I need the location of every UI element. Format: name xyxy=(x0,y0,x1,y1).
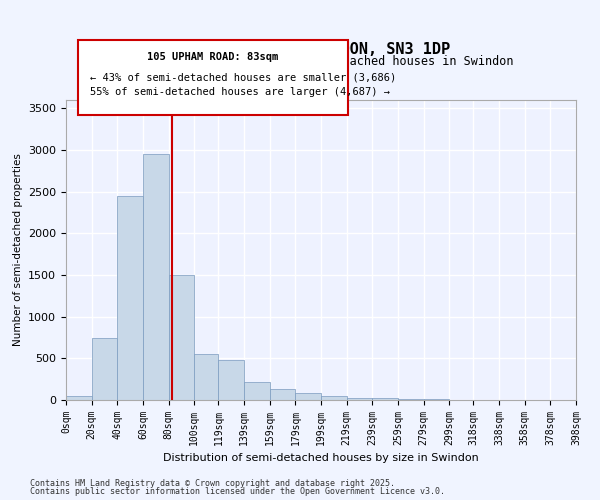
Bar xyxy=(398,399,424,400)
Bar xyxy=(169,275,194,400)
Text: ← 43% of semi-detached houses are smaller (3,686): ← 43% of semi-detached houses are smalle… xyxy=(90,72,396,83)
Bar xyxy=(66,396,92,400)
Text: Size of property relative to semi-detached houses in Swindon: Size of property relative to semi-detach… xyxy=(86,54,514,68)
Bar xyxy=(218,360,244,400)
Bar xyxy=(92,338,117,400)
Bar xyxy=(372,398,398,400)
Bar xyxy=(424,399,449,400)
Bar xyxy=(295,394,321,400)
Text: 55% of semi-detached houses are larger (4,687) →: 55% of semi-detached houses are larger (… xyxy=(90,88,390,98)
Text: 105 UPHAM ROAD: 83sqm: 105 UPHAM ROAD: 83sqm xyxy=(148,52,278,62)
Bar xyxy=(117,196,143,400)
Y-axis label: Number of semi-detached properties: Number of semi-detached properties xyxy=(13,154,23,346)
X-axis label: Distribution of semi-detached houses by size in Swindon: Distribution of semi-detached houses by … xyxy=(163,454,479,464)
Bar xyxy=(143,154,169,400)
Bar xyxy=(270,389,295,400)
Bar xyxy=(194,354,218,400)
Bar xyxy=(244,382,270,400)
Bar xyxy=(347,398,372,400)
Text: Contains public sector information licensed under the Open Government Licence v3: Contains public sector information licen… xyxy=(30,487,445,496)
Text: 105, UPHAM ROAD, SWINDON, SN3 1DP: 105, UPHAM ROAD, SWINDON, SN3 1DP xyxy=(149,42,451,58)
Bar xyxy=(321,396,347,400)
Text: Contains HM Land Registry data © Crown copyright and database right 2025.: Contains HM Land Registry data © Crown c… xyxy=(30,478,395,488)
